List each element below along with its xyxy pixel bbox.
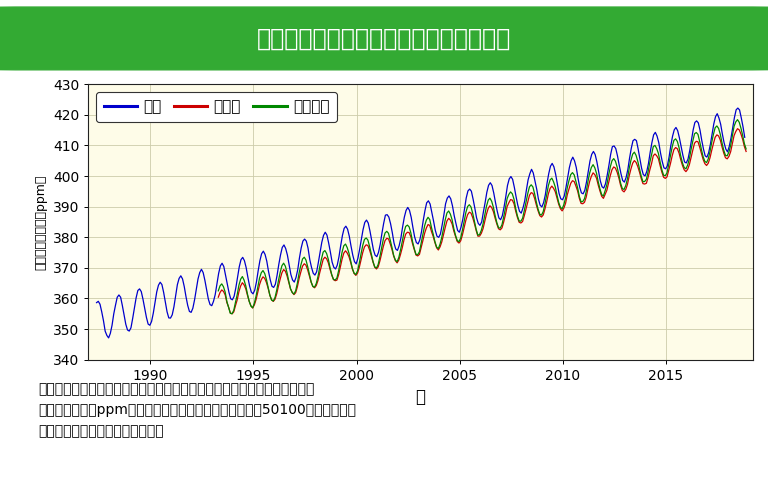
綿里 — [452, 220, 461, 226]
Text: 国内の大気中二酸化炭素濃度の経年変化: 国内の大気中二酸化炭素濃度の経年変化 — [257, 26, 511, 51]
与那国島 — [346, 258, 356, 264]
Line: 綿里: 綿里 — [97, 108, 745, 338]
綿里 — [718, 131, 727, 137]
綿里 — [711, 114, 720, 120]
南鳥島 — [380, 238, 389, 244]
Legend: 綿里, 南鳥島, 与那国島: 綿里, 南鳥島, 与那国島 — [96, 92, 337, 122]
綿里 — [733, 105, 743, 111]
与那国島 — [741, 146, 750, 152]
与那国島 — [227, 310, 237, 316]
与那国島 — [568, 170, 577, 176]
与那国島 — [528, 184, 538, 190]
南鳥島 — [528, 190, 538, 196]
与那国島 — [380, 230, 389, 236]
綿里 — [495, 215, 504, 221]
X-axis label: 年: 年 — [415, 388, 425, 406]
Line: 南鳥島: 南鳥島 — [218, 128, 746, 314]
南鳥島 — [741, 148, 750, 154]
与那国島 — [733, 117, 742, 123]
南鳥島 — [214, 294, 223, 300]
Text: 気象庁が綿里、南鳥島、与那国島で観測した大気中の二酸化炭素月平均濃
度の経年変化。ppm（ピーピーエム）は、大気中の分子50100万個中にある
対象物質の個数を: 気象庁が綿里、南鳥島、与那国島で観測した大気中の二酸化炭素月平均濃 度の経年変化… — [38, 382, 356, 438]
与那国島 — [545, 177, 554, 183]
南鳥島 — [568, 178, 577, 184]
南鳥島 — [657, 169, 667, 175]
綿里 — [114, 292, 124, 298]
南鳥島 — [733, 125, 742, 131]
綿里 — [350, 258, 359, 264]
FancyBboxPatch shape — [0, 7, 768, 70]
南鳥島 — [545, 186, 554, 191]
Line: 与那国島: 与那国島 — [218, 120, 746, 313]
綿里 — [92, 300, 101, 306]
与那国島 — [214, 288, 223, 294]
南鳥島 — [227, 311, 237, 317]
綿里 — [104, 335, 113, 341]
綿里 — [740, 134, 750, 140]
南鳥島 — [346, 259, 356, 265]
与那国島 — [657, 167, 667, 173]
Y-axis label: 二酸化炭素濃度（ppm）: 二酸化炭素濃度（ppm） — [35, 174, 48, 270]
